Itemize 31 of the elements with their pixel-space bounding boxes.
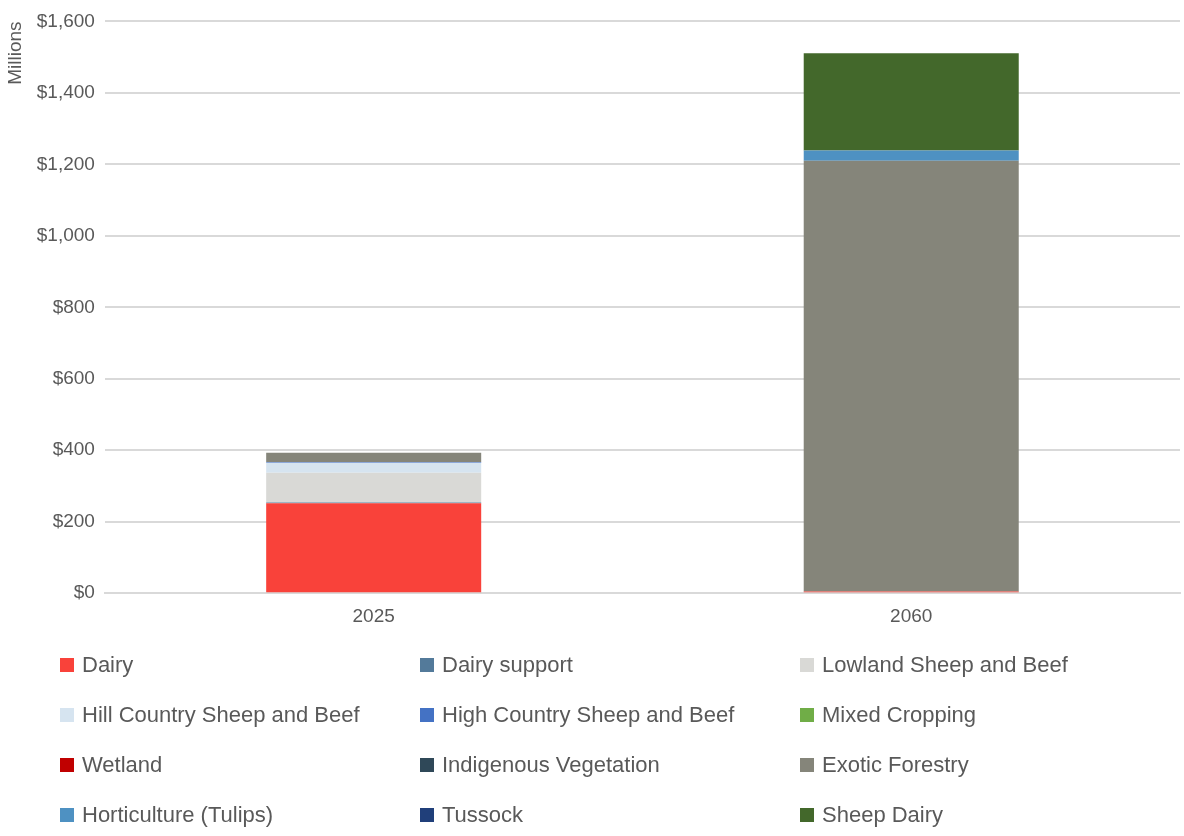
legend-label: Horticulture (Tulips) [82,802,274,828]
y-tick-label: $1,600 [36,9,95,31]
bar [266,452,482,463]
legend-label: Mixed Cropping [822,702,977,728]
y-tick-label: $200 [52,509,95,531]
legend-label: Hill Country Sheep and Beef [82,702,360,728]
bar [266,472,482,503]
legend-label: Tussock [442,802,524,828]
legend-label: Dairy [82,652,134,678]
y-tick-label: $1,200 [36,152,95,174]
bar [803,150,1019,161]
y-tick-label: $400 [52,438,95,460]
legend-label: Wetland [82,752,163,778]
y-tick-label: $600 [52,367,95,389]
legend-label: Exotic Forestry [822,752,969,778]
bar [803,160,1019,592]
legend-label: High Country Sheep and Beef [442,702,735,728]
legend-label: Sheep Dairy [822,802,944,828]
y-tick-label: $1,400 [36,81,95,103]
x-tick-label: 2060 [890,604,933,626]
y-tick-label: $0 [73,581,95,603]
y-tick-label: $800 [52,295,95,317]
bar [266,503,482,593]
y-axis-title: Millions [3,21,25,85]
bar [266,462,482,473]
y-tick-label: $1,000 [36,224,95,246]
bar [803,53,1019,151]
legend-label: Lowland Sheep and Beef [822,652,1068,678]
legend-label: Dairy support [442,652,573,678]
x-tick-label: 2025 [352,604,395,626]
legend-label: Indigenous Vegetation [442,752,660,778]
